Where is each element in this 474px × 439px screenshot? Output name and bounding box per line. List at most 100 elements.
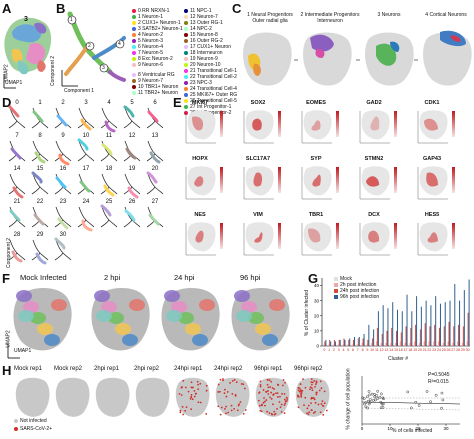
gene-feature-plot-gap43: GAP43: [414, 156, 466, 200]
replicate-umap-4: [175, 377, 210, 417]
bar-2h-post-infection-27: [452, 342, 454, 346]
bar-96h-post-infection-23: [435, 296, 437, 346]
bar-96h-post-infection-14: [392, 302, 394, 346]
bar-24h-post-infection-23: [434, 324, 436, 346]
bar-96h-post-infection-15: [396, 309, 398, 346]
scatter-point: [371, 399, 375, 402]
x-tick-label: 26: [447, 348, 451, 352]
scatter-x-tick: 20: [415, 426, 421, 431]
legend-entry: 17 CUX1+ Neuron: [184, 44, 237, 50]
bar-24h-post-infection-3: [338, 339, 340, 346]
gene-feature-plot-sox2: SOX2: [240, 100, 292, 144]
y-tick-label: 40: [314, 283, 320, 288]
x-tick-label: 21: [423, 348, 427, 352]
bar-96h-post-infection-6: [354, 336, 356, 346]
infection-umap-3: [231, 287, 290, 351]
bar-24h-post-infection-1: [329, 339, 331, 346]
bar-96h-post-infection-24: [439, 303, 441, 346]
stage-1-umap: [243, 32, 292, 86]
chart-ylabel: % of Cluster infected: [304, 289, 311, 337]
cluster-trajectory-18: 18: [98, 166, 120, 198]
stat-p: P=0.5045: [428, 372, 450, 378]
x-tick-label: 13: [384, 348, 388, 352]
gene-feature-plot-nes: NES: [182, 212, 234, 256]
cluster-label: 25: [105, 199, 113, 205]
panel-h: Mock rep1 Mock rep2 2hpi rep1 2hpi rep2 24hp…: [6, 366, 336, 436]
bar-96h-post-infection-19: [416, 296, 418, 346]
replicate-umap-2: [95, 377, 130, 417]
cluster-label: 10: [82, 133, 90, 139]
replicate-umap-0: [15, 377, 50, 417]
scatter-point: [362, 397, 366, 401]
chart-legend: Mock 2h post infection 24h post infectio…: [334, 276, 379, 300]
legend-entry: 9 Neuron-6: [132, 62, 183, 68]
bar-96h-post-infection-28: [459, 300, 461, 346]
bar-2h-post-infection-2: [332, 344, 334, 346]
legend-96h: 96h post infection: [334, 294, 379, 300]
cluster-trajectory-28: 28: [6, 232, 28, 264]
scatter-point: [441, 398, 445, 402]
cluster-label: 22: [36, 199, 44, 205]
panel-h-legend: Not infected SARS-CoV-2+: [14, 418, 52, 432]
cluster-trajectory-0: 0: [6, 100, 28, 132]
cluster-trajectory-16: 16: [52, 166, 74, 198]
legend-entry: 23 NPC-3: [184, 80, 237, 86]
x-tick-label: 5: [347, 348, 349, 352]
bar-2h-post-infection-23: [433, 341, 435, 346]
scatter-point: [378, 395, 382, 399]
gene-title: EOMES: [306, 100, 326, 106]
bar-24h-post-infection-8: [362, 338, 364, 346]
scatter-point: [380, 392, 383, 396]
bar-96h-post-infection-26: [449, 300, 451, 346]
scatter-ylabel: % change of cell population: [345, 368, 352, 430]
replicate-title: 24hpi rep2: [214, 366, 243, 372]
x-tick-label: 9: [366, 348, 368, 352]
scatter-point: [362, 402, 366, 406]
cluster-label: 7: [15, 133, 19, 139]
x-tick-label: 11: [375, 348, 379, 352]
x-tick-label: 30: [466, 348, 470, 352]
gene-feature-plot-tbr1: TBR1: [298, 212, 350, 256]
bar-24h-post-infection-9: [367, 339, 369, 346]
panel-b-legend-col1: 0 RR NRXN-1 1 Neuron-1 2 CUX1+ Neuron-1 3 S…: [132, 8, 183, 96]
gene-feature-plot-slc17a7: SLC17A7: [240, 156, 292, 200]
legend-entry: 7 Neuron-5: [132, 50, 183, 56]
cluster-trajectory-11: 11: [98, 133, 120, 165]
scatter-point: [379, 400, 383, 404]
replicate-title: 2hpi rep1: [94, 366, 120, 372]
legend-entry: 25 MKI67+ Outer RG: [184, 92, 237, 98]
cluster-trajectory-27: 27: [144, 199, 166, 231]
panel-letter-h: H: [2, 363, 12, 378]
bar-96h-post-infection-3: [339, 339, 341, 346]
x-tick-label: 16: [399, 348, 403, 352]
bar-96h-post-infection-4: [344, 339, 346, 346]
x-tick-label: 18: [408, 348, 412, 352]
scatter-point: [373, 395, 377, 399]
panel-f-title-mock: Mock Infected: [20, 273, 67, 282]
cluster-label: 11: [105, 133, 113, 139]
legend-2h: 2h post infection: [334, 282, 379, 288]
cluster-trajectory-17: 17: [75, 166, 97, 198]
gene-title: STMN2: [364, 156, 384, 162]
legend-entry: 1 Neuron-1: [132, 14, 183, 20]
trajectory-plot: [61, 11, 126, 87]
bar-96h-post-infection-30: [468, 279, 470, 346]
gene-title: CDK1: [424, 100, 440, 106]
x-tick-label: 15: [394, 348, 398, 352]
y-tick-label: 30: [314, 298, 320, 303]
bar-96h-post-infection-17: [406, 294, 408, 346]
legend-entry: 10 TBR1+ Neuron: [132, 84, 183, 90]
bar-24h-post-infection-20: [419, 329, 421, 346]
scatter-point: [373, 392, 376, 396]
bar-2h-post-infection-3: [337, 344, 339, 346]
bar-24h-post-infection-25: [443, 326, 445, 346]
x-tick-label: 0: [323, 348, 325, 352]
x-tick-label: 20: [418, 348, 422, 352]
bar-24h-post-infection-17: [405, 326, 407, 346]
bar-24h-post-infection-6: [353, 339, 355, 346]
bar-24h-post-infection-28: [458, 324, 460, 346]
cluster-trajectory-13: 13: [144, 133, 166, 165]
bar-24h-post-infection-11: [376, 327, 378, 346]
cluster-trajectory-22: 22: [29, 199, 51, 231]
